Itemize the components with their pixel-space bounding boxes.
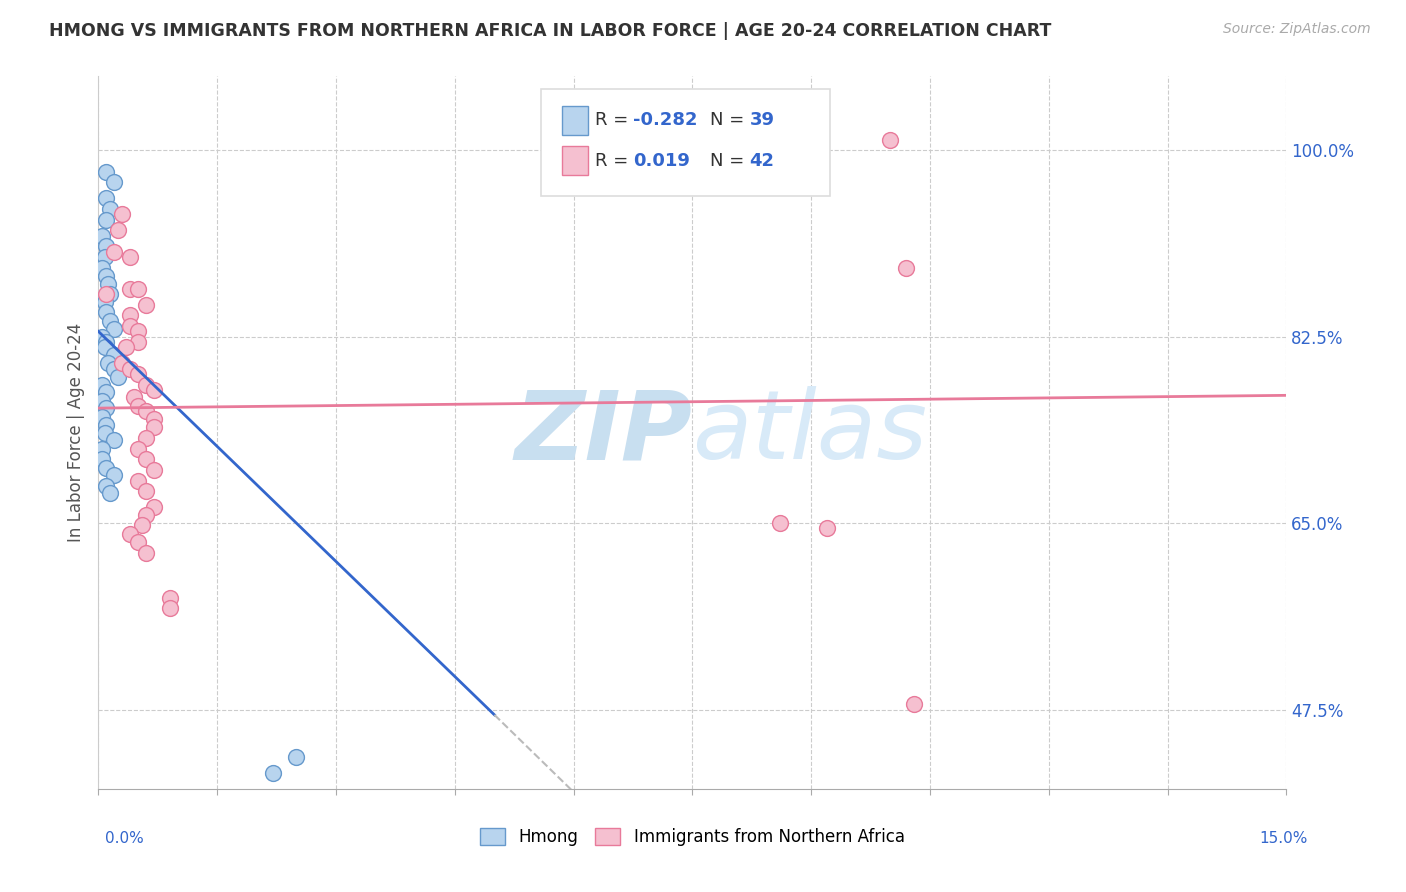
Point xyxy=(159,601,181,615)
Point xyxy=(96,418,118,433)
Text: 15.0%: 15.0% xyxy=(1260,831,1308,847)
Text: HMONG VS IMMIGRANTS FROM NORTHERN AFRICA IN LABOR FORCE | AGE 20-24 CORRELATION : HMONG VS IMMIGRANTS FROM NORTHERN AFRICA… xyxy=(49,22,1052,40)
Point xyxy=(94,340,117,354)
Point xyxy=(903,697,925,711)
Point xyxy=(135,298,157,312)
Point xyxy=(94,250,117,264)
Point xyxy=(135,508,157,522)
Point xyxy=(98,486,121,500)
Point xyxy=(103,348,125,362)
Text: N =: N = xyxy=(710,152,749,169)
Point xyxy=(120,361,142,376)
Point xyxy=(142,411,165,425)
Text: ZIP: ZIP xyxy=(515,386,692,479)
Point xyxy=(135,484,157,499)
Text: R =: R = xyxy=(595,112,634,129)
Point xyxy=(815,521,838,535)
Point xyxy=(135,546,157,560)
Point xyxy=(96,335,118,350)
Point xyxy=(262,766,284,780)
Point xyxy=(142,383,165,397)
Point xyxy=(768,516,790,530)
Point xyxy=(91,393,114,408)
Point xyxy=(98,314,121,328)
Point xyxy=(142,463,165,477)
Point xyxy=(127,367,149,381)
Point xyxy=(127,442,149,456)
Y-axis label: In Labor Force | Age 20-24: In Labor Force | Age 20-24 xyxy=(66,323,84,542)
Text: 39: 39 xyxy=(749,112,775,129)
Point xyxy=(96,460,118,475)
Point xyxy=(127,325,149,339)
Point xyxy=(96,164,118,178)
Point xyxy=(98,202,121,216)
Point xyxy=(96,305,118,319)
Point xyxy=(107,223,129,237)
Point xyxy=(111,207,134,221)
Point xyxy=(103,175,125,189)
Point xyxy=(96,479,118,493)
Point xyxy=(96,191,118,205)
Point xyxy=(120,319,142,334)
Point xyxy=(896,260,918,275)
Point xyxy=(97,356,120,370)
Point xyxy=(96,212,118,227)
Point xyxy=(120,282,142,296)
Point xyxy=(91,228,114,243)
Point xyxy=(879,133,901,147)
Point xyxy=(135,452,157,467)
Point xyxy=(127,474,149,488)
Point xyxy=(91,330,114,344)
Point xyxy=(122,391,145,405)
Point xyxy=(142,500,165,515)
Point xyxy=(285,750,308,764)
Point xyxy=(96,239,118,253)
Point xyxy=(131,518,153,533)
Point xyxy=(115,340,138,354)
Point xyxy=(120,309,142,323)
Point xyxy=(91,260,114,275)
Point xyxy=(91,409,114,424)
Point xyxy=(159,591,181,605)
Point xyxy=(91,452,114,467)
Legend: Hmong, Immigrants from Northern Africa: Hmong, Immigrants from Northern Africa xyxy=(474,821,911,853)
Point xyxy=(142,420,165,434)
Point xyxy=(135,377,157,392)
Point xyxy=(135,404,157,418)
Text: Source: ZipAtlas.com: Source: ZipAtlas.com xyxy=(1223,22,1371,37)
Point xyxy=(120,526,142,541)
Point xyxy=(103,433,125,447)
Point xyxy=(103,468,125,483)
Point xyxy=(96,385,118,400)
Text: 0.019: 0.019 xyxy=(633,152,689,169)
Point xyxy=(94,294,117,309)
Point xyxy=(111,356,134,370)
Point xyxy=(127,399,149,413)
Point xyxy=(96,268,118,283)
Point xyxy=(96,401,118,416)
Point xyxy=(91,442,114,456)
Point xyxy=(127,535,149,549)
Text: atlas: atlas xyxy=(692,386,928,479)
Point xyxy=(127,282,149,296)
Point xyxy=(103,322,125,336)
Point xyxy=(103,361,125,376)
Point xyxy=(94,425,117,440)
Point xyxy=(91,377,114,392)
Text: N =: N = xyxy=(710,112,749,129)
Point xyxy=(96,287,118,301)
Point xyxy=(103,244,125,259)
Text: 0.0%: 0.0% xyxy=(105,831,145,847)
Text: 42: 42 xyxy=(749,152,775,169)
Point xyxy=(135,431,157,445)
Point xyxy=(98,287,121,301)
Text: R =: R = xyxy=(595,152,634,169)
Point xyxy=(127,335,149,350)
Point xyxy=(107,370,129,384)
Point xyxy=(120,250,142,264)
Text: -0.282: -0.282 xyxy=(633,112,697,129)
Point xyxy=(97,277,120,291)
